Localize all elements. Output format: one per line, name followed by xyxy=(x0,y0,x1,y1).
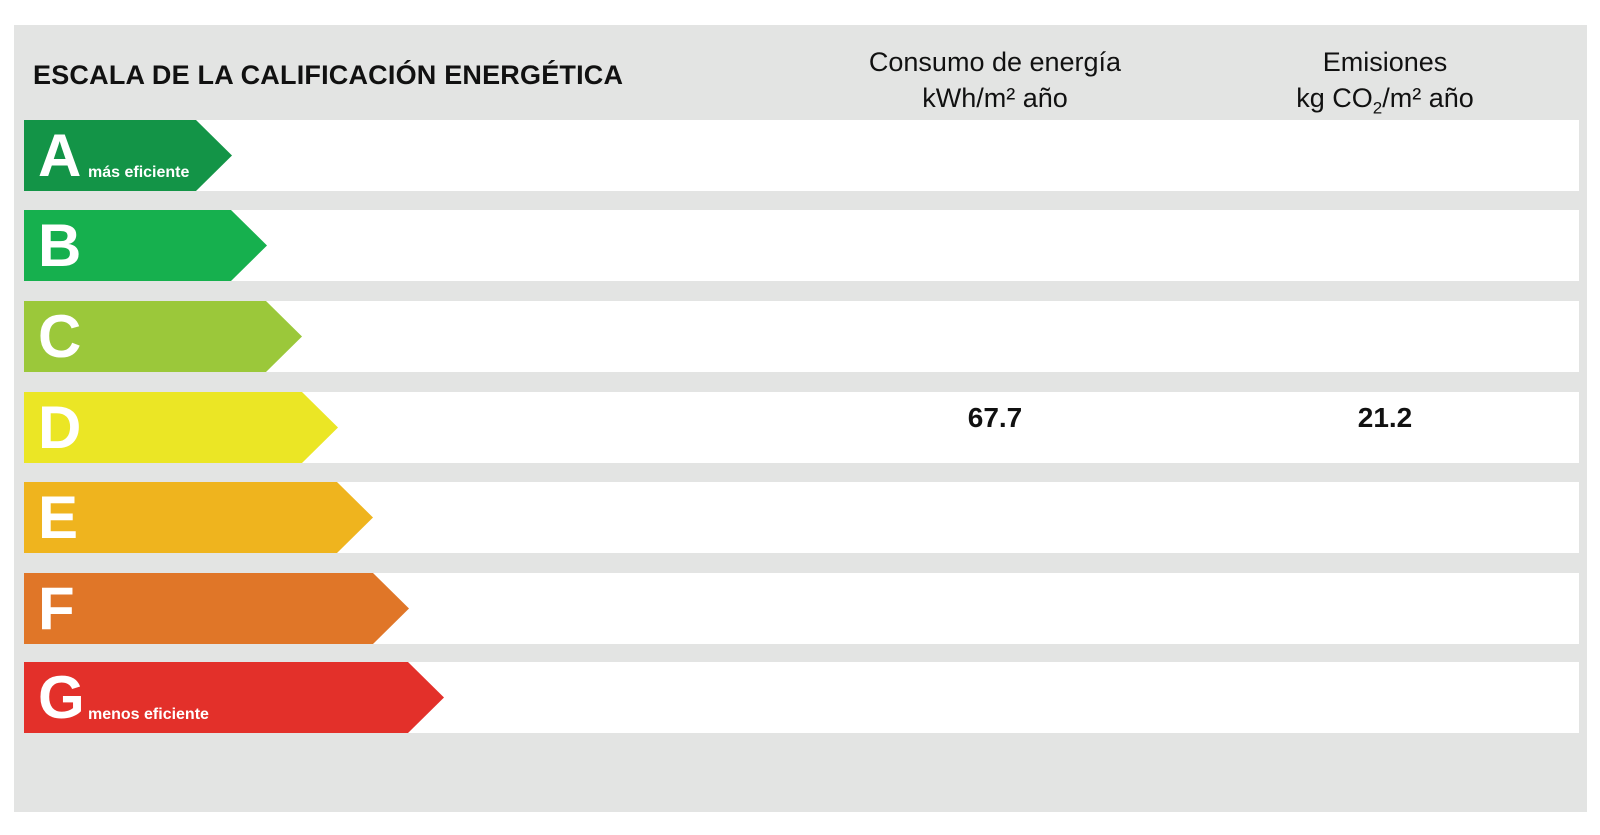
rating-arrow-b: B xyxy=(24,210,267,281)
rating-letter: D xyxy=(38,394,82,461)
emissions-header-line1: Emisiones xyxy=(1322,47,1448,77)
rating-letter: B xyxy=(38,212,82,279)
consumption-header-unit: kWh/m² año xyxy=(922,83,1068,113)
emissions-unit-prefix: kg CO xyxy=(1296,83,1373,113)
consumption-value: 67.7 xyxy=(967,402,1023,433)
rating-row-f: F xyxy=(24,573,1579,644)
rating-row-c: C xyxy=(24,301,1579,372)
rating-letter: C xyxy=(38,303,82,370)
rating-arrow-f: F xyxy=(24,573,409,644)
rating-letter: E xyxy=(38,484,79,551)
emissions-unit-suffix: /m² año xyxy=(1382,83,1474,113)
rating-arrow-d: D xyxy=(24,392,338,463)
rating-sublabel: menos eficiente xyxy=(88,706,209,723)
rating-row-d: D 67.7 21.2 xyxy=(24,392,1579,463)
rating-row-b: B xyxy=(24,210,1579,281)
rating-row-e: E xyxy=(24,482,1579,553)
rating-row-a: A más eficiente xyxy=(24,120,1579,191)
emissions-column-header: Emisiones kg CO2/m² año xyxy=(1185,44,1585,126)
rating-arrow-a: A más eficiente xyxy=(24,120,232,191)
consumption-column-header: Consumo de energía kWh/m² año xyxy=(795,44,1195,116)
rating-arrow-c: C xyxy=(24,301,302,372)
emissions-header-unit: kg CO2/m² año xyxy=(1185,80,1585,126)
rating-row-g: G menos eficiente xyxy=(24,662,1579,733)
consumption-header-line1: Consumo de energía xyxy=(868,47,1122,77)
rating-letter: F xyxy=(38,575,75,642)
page-title: ESCALA DE LA CALIFICACIÓN ENERGÉTICA xyxy=(33,60,624,90)
emissions-unit-subscript: 2 xyxy=(1372,98,1383,118)
rating-arrow-g: G menos eficiente xyxy=(24,662,444,733)
rating-letter: G xyxy=(38,664,85,731)
emissions-value: 21.2 xyxy=(1357,402,1413,433)
rating-sublabel: más eficiente xyxy=(88,164,190,181)
rating-arrow-e: E xyxy=(24,482,373,553)
rating-letter: A xyxy=(38,122,82,189)
